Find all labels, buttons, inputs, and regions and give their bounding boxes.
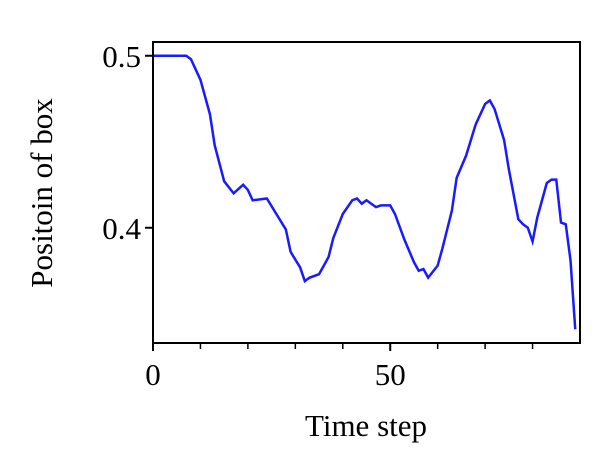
x-axis-label: Time step (305, 408, 427, 443)
x-tick-label: 50 (375, 357, 406, 392)
y-tick-label: 0.5 (102, 39, 141, 74)
y-axis-label: Positoin of box (24, 98, 59, 288)
y-tick-label: 0.4 (102, 211, 141, 246)
data-line (153, 54, 577, 330)
x-tick-label: 0 (145, 357, 161, 392)
plot-frame (152, 41, 581, 344)
